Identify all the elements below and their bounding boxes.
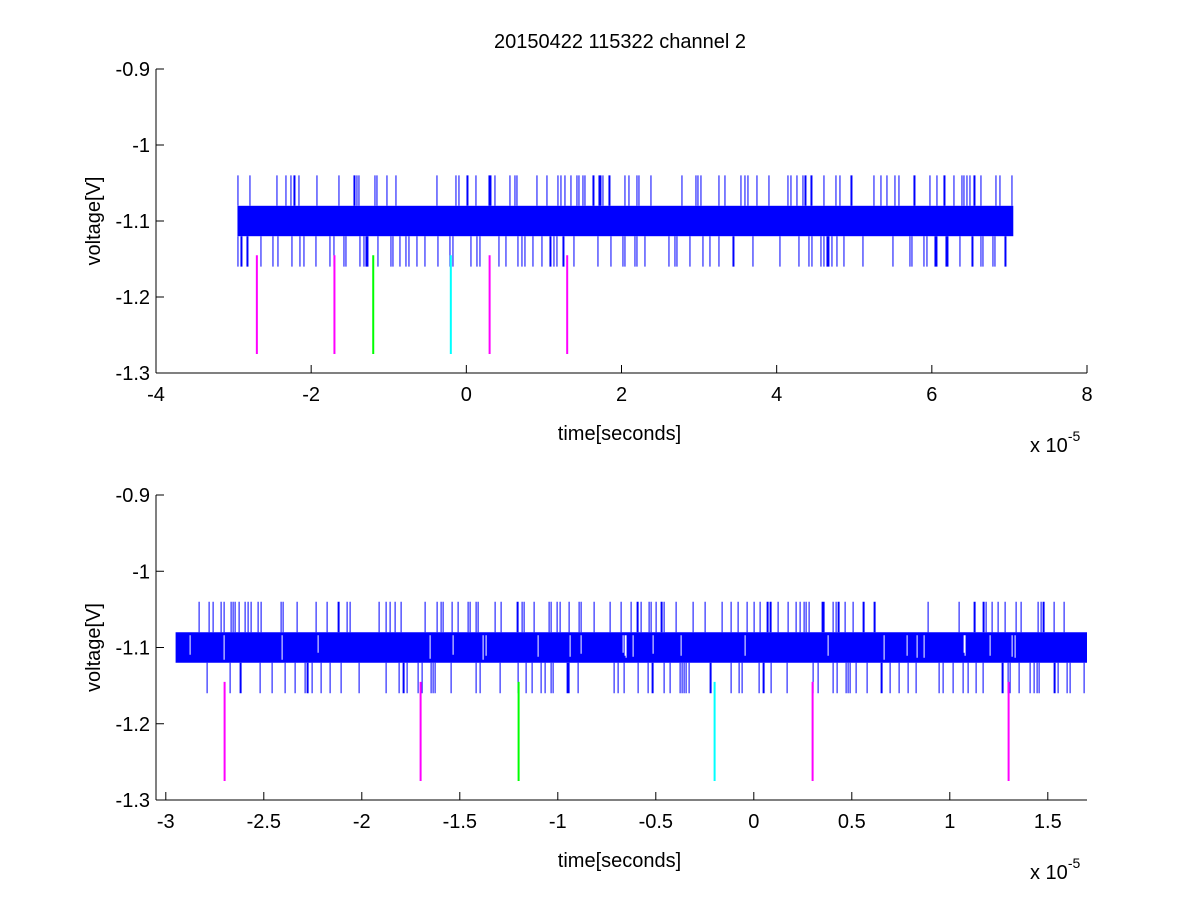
x-tick-label: 8 xyxy=(1081,384,1092,406)
signal-spikes-up xyxy=(198,601,1065,633)
y-axis-label: voltage[V] xyxy=(83,177,105,266)
signal-spikes-down xyxy=(206,662,1085,694)
y-axis-label: voltage[V] xyxy=(83,603,105,692)
y-tick-label: -1 xyxy=(132,135,150,157)
y-tick-label: -1.1 xyxy=(116,211,150,233)
x-tick-label: 0 xyxy=(461,384,472,406)
x-tick-label: -2 xyxy=(353,811,371,833)
y-tick-label: -1.1 xyxy=(116,638,150,660)
y-tick-label: -1 xyxy=(132,561,150,583)
y-tick-label: -1.2 xyxy=(116,287,150,309)
x-tick-label: -1 xyxy=(549,811,567,833)
x-tick-label: 1.5 xyxy=(1034,811,1062,833)
x-tick-label: -2.5 xyxy=(247,811,281,833)
signal-spikes-up xyxy=(237,175,1013,206)
x-exponent-base: x 10 xyxy=(1030,435,1068,457)
y-tick-label: -1.3 xyxy=(116,790,150,812)
signal-series xyxy=(175,601,1088,694)
figure-title: 20150422 115322 channel 2 xyxy=(494,31,746,53)
x-tick-label: 6 xyxy=(926,384,937,406)
signal-series xyxy=(237,175,1014,267)
signal-spikes-down xyxy=(237,236,1007,267)
x-exponent-label: x 10-5 xyxy=(1030,855,1080,884)
x-exponent-label: x 10-5 xyxy=(1030,428,1080,457)
signal-band xyxy=(237,205,1014,237)
x-tick-label: 0 xyxy=(748,811,759,833)
x-tick-label: 0.5 xyxy=(838,811,866,833)
y-tick-label: -0.9 xyxy=(116,485,150,507)
y-tick-label: -1.3 xyxy=(116,363,150,385)
x-exponent-power: -5 xyxy=(1068,428,1081,444)
x-axis-label: time[seconds] xyxy=(558,423,681,445)
y-tick-label: -1.2 xyxy=(116,714,150,736)
signal-dips xyxy=(189,635,1016,660)
x-axis-label: time[seconds] xyxy=(558,850,681,872)
x-tick-label: -4 xyxy=(147,384,165,406)
x-tick-label: -3 xyxy=(157,811,175,833)
plot-top: -4 -2 0 2 4 6 8 -1.3 -1.2 -1.1 -1 -0.9 time[seconds]… xyxy=(83,59,1093,457)
x-tick-label: 1 xyxy=(944,811,955,833)
signal-band xyxy=(175,632,1088,663)
plot-bottom: -3 -2.5 -2 -1.5 -1 -0.5 0 0.5 1 1.5 -1.3 -1.2 -1.1 -1… xyxy=(83,485,1088,884)
x-tick-label: -0.5 xyxy=(639,811,673,833)
x-tick-label: 2 xyxy=(616,384,627,406)
x-exponent-base: x 10 xyxy=(1030,862,1068,884)
y-tick-label: -0.9 xyxy=(116,59,150,81)
x-exponent-power: -5 xyxy=(1068,855,1081,871)
x-tick-label: -2 xyxy=(302,384,320,406)
x-tick-label: 4 xyxy=(771,384,782,406)
x-tick-label: -1.5 xyxy=(443,811,477,833)
